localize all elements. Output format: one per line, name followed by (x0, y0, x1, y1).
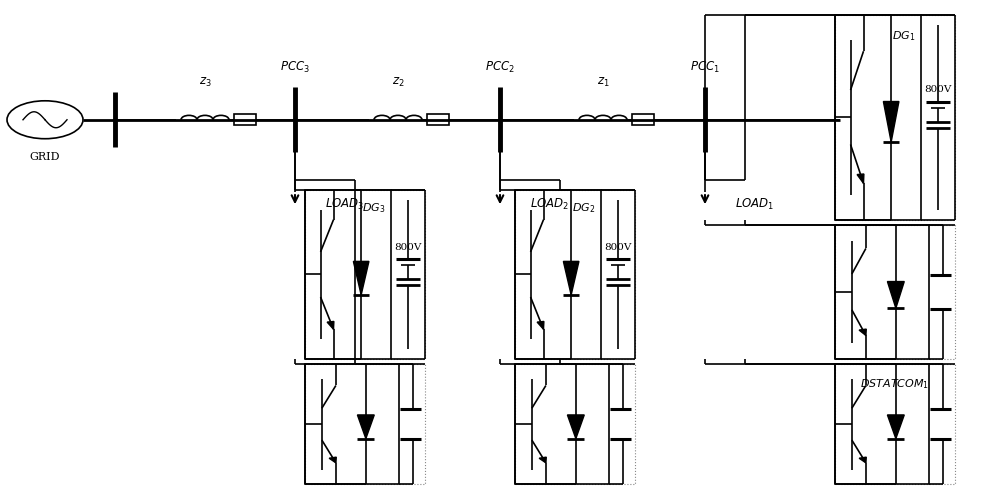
Text: 800V: 800V (605, 243, 632, 251)
Text: $z_3$: $z_3$ (199, 76, 211, 89)
Bar (515, 364, 635, 484)
Bar (427, 114, 449, 125)
Text: 800V: 800V (925, 85, 952, 94)
Bar (515, 364, 609, 484)
Polygon shape (857, 174, 864, 183)
Text: $LOAD_3$: $LOAD_3$ (325, 197, 364, 212)
Text: $LOAD_1$: $LOAD_1$ (735, 197, 774, 212)
Bar (835, 15, 921, 220)
Bar (632, 114, 654, 125)
Bar (515, 190, 601, 359)
Bar (835, 225, 955, 359)
Bar (515, 190, 635, 359)
Polygon shape (327, 321, 334, 329)
Polygon shape (887, 281, 904, 308)
Text: $PCC_2$: $PCC_2$ (485, 60, 515, 75)
Bar (305, 190, 425, 359)
Polygon shape (537, 321, 544, 329)
Polygon shape (353, 261, 369, 295)
Bar (305, 190, 391, 359)
Text: $LOAD_2$: $LOAD_2$ (530, 197, 569, 212)
Text: $DSTATCOM_1$: $DSTATCOM_1$ (860, 377, 930, 391)
Polygon shape (539, 457, 546, 463)
Text: $PCC_1$: $PCC_1$ (690, 60, 720, 75)
Text: $PCC_3$: $PCC_3$ (280, 60, 310, 75)
Text: GRID: GRID (30, 152, 60, 162)
Polygon shape (859, 329, 866, 335)
Polygon shape (883, 101, 899, 142)
Polygon shape (887, 415, 904, 439)
Bar (835, 15, 955, 220)
Polygon shape (563, 261, 579, 295)
Text: 800V: 800V (395, 243, 422, 251)
Bar (835, 364, 929, 484)
Text: $z_2$: $z_2$ (392, 76, 404, 89)
Text: $DG_3$: $DG_3$ (362, 202, 385, 215)
Text: $DG_1$: $DG_1$ (892, 29, 915, 43)
Polygon shape (357, 415, 374, 439)
Polygon shape (859, 457, 866, 463)
Bar (234, 114, 256, 125)
Text: $DG_2$: $DG_2$ (572, 202, 595, 215)
Bar (835, 364, 955, 484)
Text: $z_1$: $z_1$ (597, 76, 609, 89)
Bar (305, 364, 425, 484)
Polygon shape (567, 415, 584, 439)
Bar (305, 364, 399, 484)
Bar (835, 225, 929, 359)
Polygon shape (329, 457, 336, 463)
